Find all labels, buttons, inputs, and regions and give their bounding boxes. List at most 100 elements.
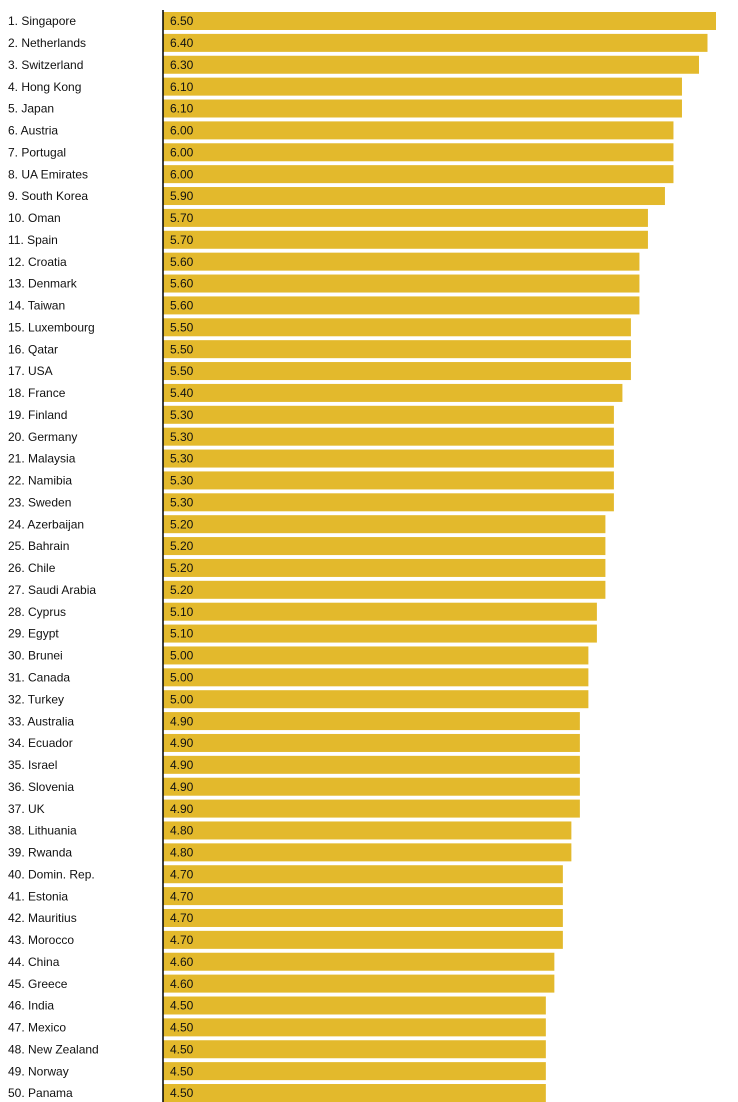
value-label: 4.90 [170, 758, 194, 772]
category-label: 32. Turkey [8, 692, 64, 706]
category-label: 14. Taiwan [8, 299, 65, 313]
bar [163, 362, 631, 381]
category-label: 22. Namibia [8, 474, 72, 488]
bar [163, 1018, 546, 1037]
value-label: 5.10 [170, 605, 194, 619]
category-label: 21. Malaysia [8, 452, 76, 466]
bar [163, 449, 614, 468]
value-label: 4.70 [170, 889, 194, 903]
value-label: 6.50 [170, 14, 194, 28]
bar [163, 493, 614, 512]
category-label: 19. Finland [8, 408, 67, 422]
category-label: 48. New Zealand [8, 1042, 99, 1056]
value-label: 5.30 [170, 495, 194, 509]
bar [163, 471, 614, 490]
category-label: 30. Brunei [8, 649, 63, 663]
bar [163, 1062, 546, 1081]
value-label: 5.50 [170, 320, 194, 334]
bar [163, 624, 597, 643]
category-label: 31. Canada [8, 670, 70, 684]
category-label: 10. Oman [8, 211, 61, 225]
bar [163, 77, 682, 96]
category-label: 4. Hong Kong [8, 80, 81, 94]
bar [163, 515, 606, 534]
value-label: 6.30 [170, 58, 194, 72]
bar [163, 208, 648, 227]
value-label: 5.30 [170, 408, 194, 422]
category-label: 37. UK [8, 802, 45, 816]
category-label: 42. Mauritius [8, 911, 77, 925]
category-label: 46. India [8, 999, 54, 1013]
value-label: 4.70 [170, 867, 194, 881]
bar [163, 865, 563, 884]
value-label: 4.50 [170, 1042, 194, 1056]
value-label: 4.80 [170, 824, 194, 838]
category-label: 7. Portugal [8, 145, 66, 159]
bar [163, 908, 563, 927]
category-label: 47. Mexico [8, 1021, 66, 1035]
bar [163, 340, 631, 359]
category-label: 39. Rwanda [8, 846, 72, 860]
category-label: 15. Luxembourg [8, 320, 95, 334]
category-label: 38. Lithuania [8, 824, 77, 838]
value-label: 5.90 [170, 189, 194, 203]
bar [163, 821, 572, 840]
category-label: 24. Azerbaijan [8, 517, 84, 531]
value-label: 5.00 [170, 692, 194, 706]
category-label: 17. USA [8, 364, 53, 378]
category-label: 50. Panama [8, 1086, 73, 1100]
value-label: 4.50 [170, 1064, 194, 1078]
value-label: 4.90 [170, 780, 194, 794]
bar [163, 733, 580, 752]
bar [163, 121, 674, 140]
bar [163, 296, 640, 315]
category-label: 26. Chile [8, 561, 56, 575]
bar [163, 1084, 546, 1102]
category-label: 34. Ecuador [8, 736, 73, 750]
bar [163, 930, 563, 949]
bar [163, 143, 674, 162]
bar [163, 755, 580, 774]
category-label: 3. Switzerland [8, 58, 83, 72]
value-label: 4.80 [170, 846, 194, 860]
bar [163, 690, 589, 709]
category-label: 33. Australia [8, 714, 74, 728]
category-label: 1. Singapore [8, 14, 76, 28]
value-label: 5.50 [170, 364, 194, 378]
category-label: 27. Saudi Arabia [8, 583, 96, 597]
bar [163, 887, 563, 906]
category-label: 6. Austria [8, 124, 58, 138]
category-label: 18. France [8, 386, 66, 400]
category-label: 45. Greece [8, 977, 68, 991]
value-label: 5.70 [170, 233, 194, 247]
value-label: 5.20 [170, 539, 194, 553]
value-label: 5.00 [170, 670, 194, 684]
value-label: 6.10 [170, 80, 194, 94]
category-label: 12. Croatia [8, 255, 67, 269]
category-label: 23. Sweden [8, 495, 71, 509]
value-label: 4.50 [170, 999, 194, 1013]
value-label: 4.50 [170, 1086, 194, 1100]
bar [163, 165, 674, 184]
category-label: 36. Slovenia [8, 780, 74, 794]
category-label: 2. Netherlands [8, 36, 86, 50]
bar [163, 55, 699, 74]
category-label: 43. Morocco [8, 933, 74, 947]
value-label: 6.00 [170, 145, 194, 159]
value-label: 4.60 [170, 977, 194, 991]
value-label: 5.50 [170, 342, 194, 356]
bar [163, 799, 580, 818]
value-label: 6.10 [170, 102, 194, 116]
bar [163, 843, 572, 862]
value-label: 5.30 [170, 452, 194, 466]
value-label: 4.90 [170, 714, 194, 728]
bar [163, 602, 597, 621]
bar [163, 712, 580, 731]
value-label: 4.60 [170, 955, 194, 969]
value-label: 5.60 [170, 277, 194, 291]
bar [163, 405, 614, 424]
bar [163, 777, 580, 796]
category-label: 49. Norway [8, 1064, 69, 1078]
bar [163, 646, 589, 665]
bar [163, 974, 555, 993]
